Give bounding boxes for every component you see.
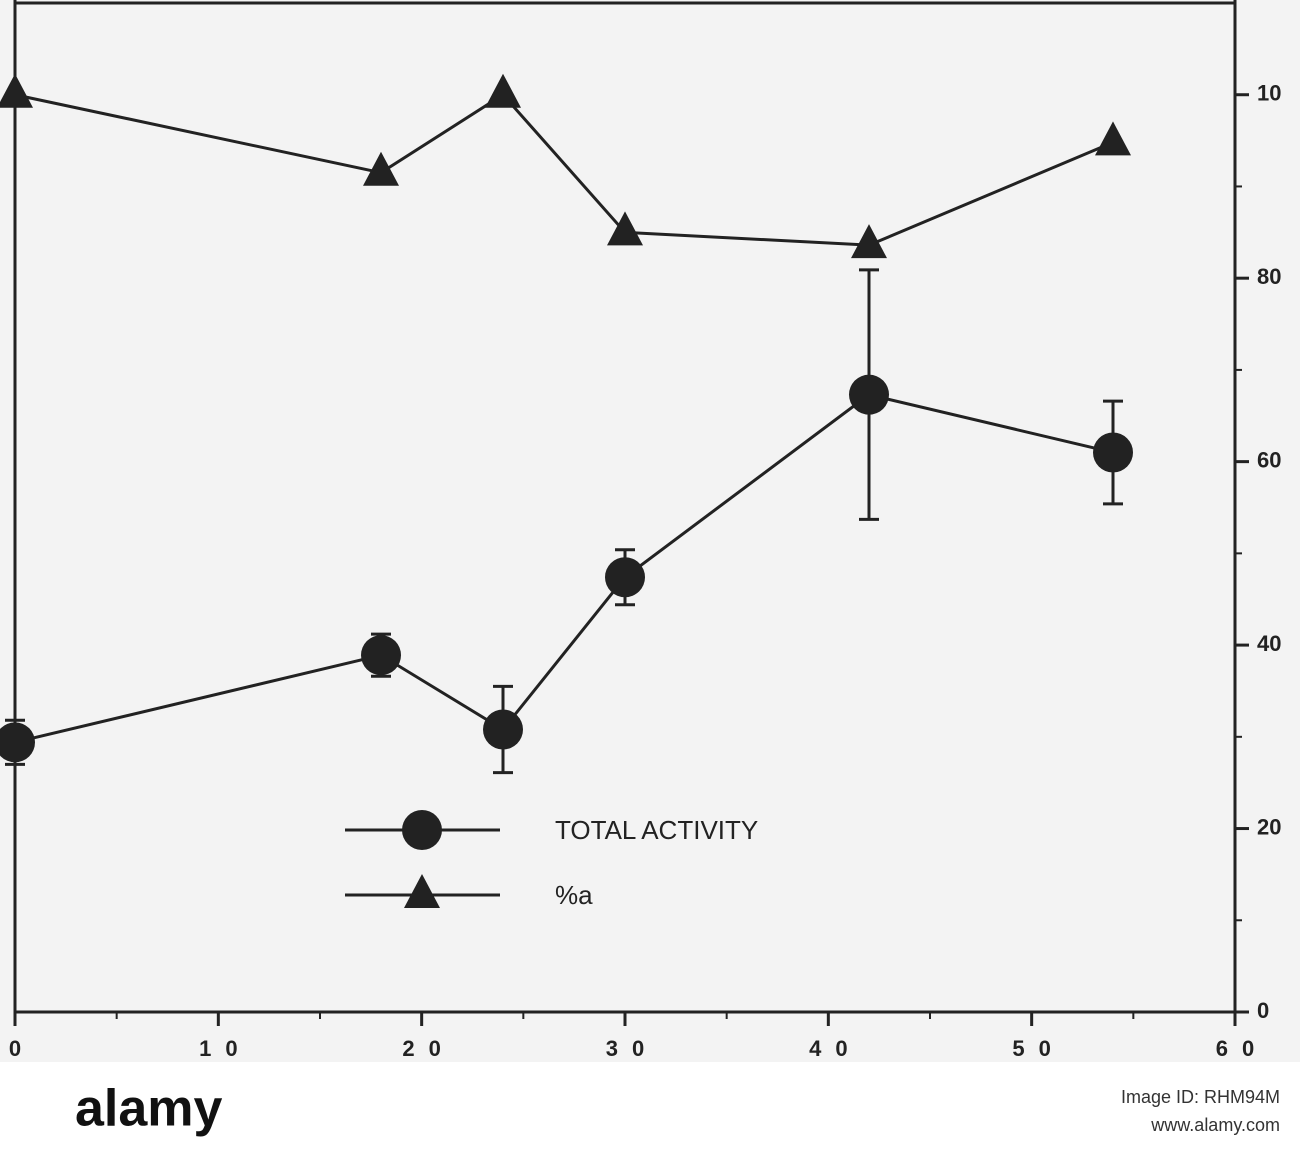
watermark-band xyxy=(0,1062,1300,1160)
x-tick-label: 10 xyxy=(199,1036,251,1061)
data-point xyxy=(607,211,643,246)
y-tick-label: 20 xyxy=(1257,814,1281,839)
data-point xyxy=(485,73,521,108)
watermark-brand: alamy xyxy=(75,1080,223,1138)
x-tick-label: 60 xyxy=(1216,1036,1268,1061)
x-tick-label: 40 xyxy=(809,1036,861,1061)
x-tick-label: 30 xyxy=(606,1036,658,1061)
data-point xyxy=(849,374,889,415)
legend-label: %a xyxy=(555,880,593,910)
x-tick-label: 20 xyxy=(402,1036,454,1061)
legend-marker xyxy=(402,810,442,850)
y-tick-label: 80 xyxy=(1257,264,1281,289)
y-tick-label: 40 xyxy=(1257,631,1281,656)
data-point xyxy=(483,709,523,750)
data-point xyxy=(851,224,887,259)
x-tick-label: 0 xyxy=(9,1036,35,1061)
y-tick-label: 60 xyxy=(1257,447,1281,472)
series-line xyxy=(14,393,1114,744)
data-point xyxy=(363,151,399,186)
data-point xyxy=(0,722,35,763)
series-line xyxy=(14,92,1114,247)
plot-background xyxy=(0,0,1300,1062)
data-point xyxy=(0,73,33,108)
data-point xyxy=(605,557,645,598)
y-tick-label: 0 xyxy=(1257,998,1269,1023)
data-point xyxy=(1095,121,1131,156)
y-tick-label: 10 xyxy=(1257,81,1281,106)
data-point xyxy=(1093,432,1133,473)
watermark-site: www.alamy.com xyxy=(1150,1115,1280,1135)
legend-marker xyxy=(404,874,440,908)
watermark-id: Image ID: RHM94M xyxy=(1121,1087,1280,1107)
x-tick-label: 50 xyxy=(1012,1036,1064,1061)
data-point xyxy=(361,635,401,676)
legend-label: TOTAL ACTIVITY xyxy=(555,815,758,845)
